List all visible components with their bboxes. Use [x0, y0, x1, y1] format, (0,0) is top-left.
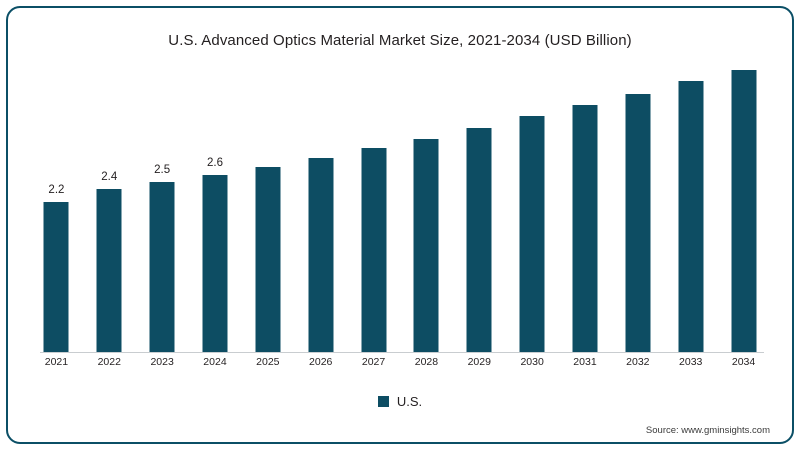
chart-frame	[6, 6, 794, 444]
bar[interactable]	[678, 81, 704, 352]
bar[interactable]	[625, 93, 651, 352]
x-tick-label: 2031	[573, 356, 597, 368]
bar-value-label: 2.6	[206, 157, 223, 170]
bar[interactable]	[96, 188, 122, 352]
source-note: Source: www.gminsights.com	[645, 425, 770, 436]
bar[interactable]	[731, 69, 757, 352]
bar[interactable]	[519, 116, 545, 352]
x-tick-label: 2034	[731, 356, 756, 368]
x-tick-label: 2022	[97, 356, 121, 368]
x-tick-label: 2021	[44, 356, 69, 368]
bar-slot	[611, 80, 664, 352]
bar-value-label: 2.5	[154, 164, 171, 176]
x-tick-label: 2026	[309, 356, 333, 368]
bar[interactable]	[149, 182, 175, 352]
page-title: U.S. Advanced Optics Material Market Siz…	[168, 32, 632, 49]
x-tick-label: 2024	[203, 356, 227, 368]
bar-slot	[294, 80, 347, 352]
bar[interactable]	[308, 158, 334, 352]
x-tick-label: 2028	[414, 356, 439, 368]
x-tick-label: 2027	[361, 356, 386, 368]
bar-slot	[347, 80, 400, 352]
bar[interactable]	[43, 202, 69, 352]
bar[interactable]	[202, 175, 228, 352]
legend-label-us: U.S.	[396, 394, 423, 409]
x-tick-label: 2029	[467, 356, 491, 368]
bar-slot: 2.4	[83, 80, 136, 352]
x-tick-label: 2030	[520, 356, 544, 368]
bar-slot	[400, 80, 453, 352]
bar-value-label: 2.4	[101, 170, 118, 183]
bar[interactable]	[361, 148, 387, 352]
bar[interactable]	[255, 167, 281, 352]
bar-slot: 2.2	[30, 80, 83, 352]
bar-slot	[559, 80, 612, 352]
x-tick-label: 2023	[150, 356, 174, 368]
bar-slot	[241, 80, 294, 352]
x-axis-line	[40, 352, 764, 353]
x-tick-label: 2033	[679, 356, 703, 368]
chart-legend: U.S.	[0, 394, 800, 409]
bar-slot	[453, 80, 506, 352]
bar[interactable]	[466, 127, 492, 352]
x-tick-label: 2032	[626, 356, 650, 368]
bar-slot: 2.6	[189, 80, 242, 352]
legend-swatch-us	[377, 396, 389, 407]
bar-slot	[717, 69, 770, 352]
bar[interactable]	[572, 105, 598, 352]
bar[interactable]	[413, 139, 439, 352]
bar-slot: 2.5	[136, 80, 189, 352]
bar-slot	[506, 80, 559, 352]
x-tick-label: 2025	[256, 356, 280, 368]
bar-value-label: 2.2	[48, 184, 65, 197]
plot-area: 2.2 2.4 2.5 2.6	[30, 69, 770, 353]
bar-slot	[664, 80, 717, 352]
